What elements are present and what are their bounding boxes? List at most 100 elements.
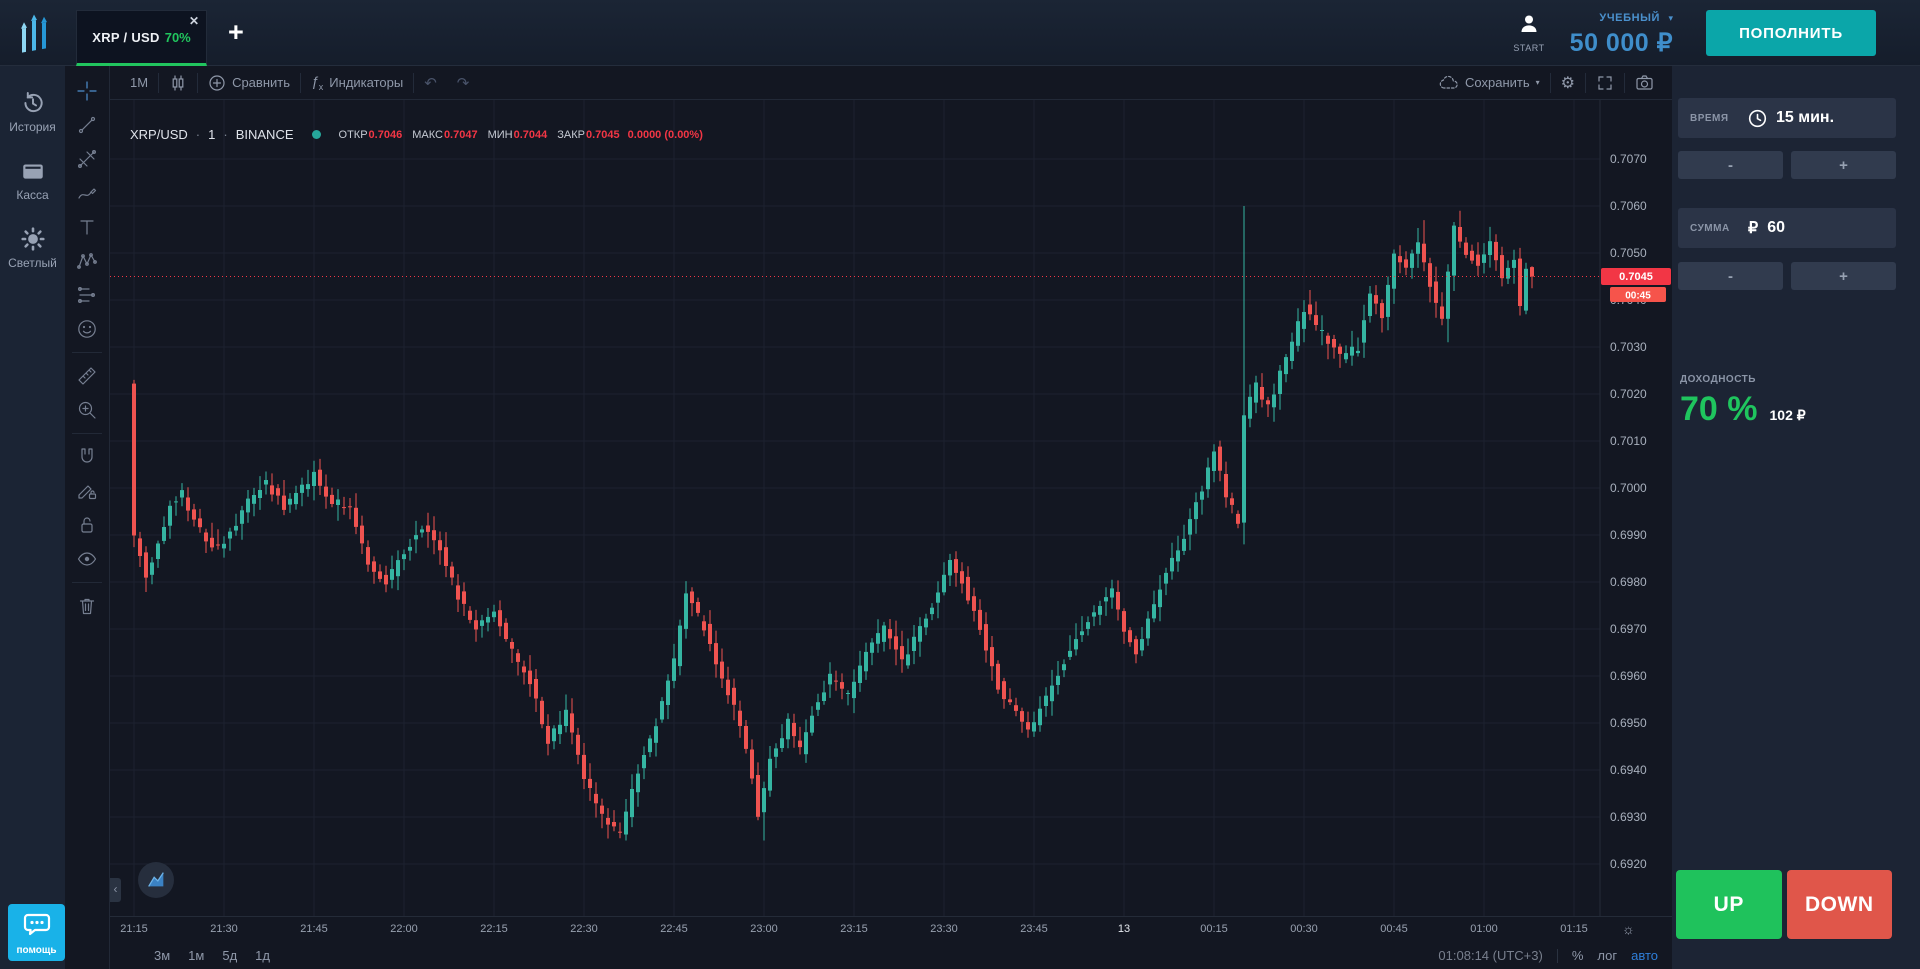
gann-lines-tool[interactable] <box>70 142 104 176</box>
range-5d[interactable]: 5д <box>222 948 238 963</box>
down-button[interactable]: DOWN <box>1786 870 1892 939</box>
gear-icon: ⚙ <box>1560 74 1575 92</box>
sidebar-item-theme[interactable]: Светлый <box>0 226 65 270</box>
hide-drawings-eye-tool[interactable] <box>70 542 104 576</box>
svg-text:0.6930: 0.6930 <box>1610 810 1647 824</box>
percent-scale-toggle[interactable]: % <box>1571 948 1584 963</box>
user-profile-button[interactable]: START <box>1506 12 1552 53</box>
save-layout-button[interactable]: Сохранить ▾ <box>1429 66 1550 100</box>
sidebar-item-cashier[interactable]: Касса <box>0 158 65 202</box>
clock-icon <box>1748 109 1767 127</box>
deposit-button[interactable]: ПОПОЛНИТЬ <box>1706 10 1876 56</box>
camera-icon <box>1636 75 1653 90</box>
left-sidebar: История Касса Светлый помощь <box>0 66 65 969</box>
lock-all-tool[interactable] <box>70 508 104 542</box>
time-axis-label: 22:00 <box>390 923 418 935</box>
time-axis-label: 00:45 <box>1380 923 1408 935</box>
emoji-tool[interactable] <box>70 312 104 346</box>
payout-percent: 70 % <box>1680 390 1758 428</box>
remove-drawings-trash-tool[interactable] <box>70 589 104 623</box>
drawing-mode-lock-tool[interactable] <box>70 474 104 508</box>
bottom-bar: 3м 1м 5д 1д 01:08:14 (UTC+3) % лог авто <box>110 942 1672 969</box>
help-button[interactable]: помощь <box>8 904 65 961</box>
clock-utc[interactable]: 01:08:14 (UTC+3) <box>1438 948 1543 963</box>
sidebar-item-history[interactable]: История <box>0 90 65 134</box>
chart-area: XRP/USD · 1 · BINANCE ОТКР0.7046 МАКС0.7… <box>110 100 1672 916</box>
time-axis-label: 22:45 <box>660 923 688 935</box>
account-type: УЧЕБНЫЙ <box>1599 12 1661 24</box>
amount-field[interactable]: СУММА ₽ 60 <box>1678 208 1896 248</box>
chart-style-button[interactable] <box>159 66 197 100</box>
session-settings-icon[interactable]: ☼ <box>1622 921 1635 937</box>
trade-buttons: UP DOWN <box>1676 870 1892 939</box>
xabcd-pattern-tool[interactable] <box>70 244 104 278</box>
redo-button[interactable]: ↷ <box>447 66 480 100</box>
svg-text:0.6990: 0.6990 <box>1610 528 1647 542</box>
range-3m[interactable]: 3м <box>154 948 171 963</box>
log-scale-toggle[interactable]: лог <box>1597 948 1618 963</box>
candlestick-chart[interactable]: 0.70700.70600.70500.70400.70300.70200.70… <box>110 100 1672 916</box>
chart-main: 1M Сравнить ƒx Инди <box>110 66 1672 969</box>
trend-line-tool[interactable] <box>70 108 104 142</box>
range-1m[interactable]: 1м <box>188 948 205 963</box>
drawing-toolbar <box>65 66 110 969</box>
time-axis-label: 13 <box>1117 923 1131 935</box>
undo-button[interactable]: ↶ <box>414 66 447 100</box>
chart-settings-button[interactable]: ⚙ <box>1551 66 1585 100</box>
amount-decrease-button[interactable]: - <box>1678 262 1783 290</box>
sidebar-item-label: Касса <box>16 188 49 202</box>
add-tab-button[interactable]: + <box>228 17 244 47</box>
text-tool[interactable] <box>70 210 104 244</box>
range-1d[interactable]: 1д <box>255 948 270 963</box>
legend-interval: 1 <box>208 127 216 142</box>
amount-field-label: СУММА <box>1690 222 1730 234</box>
up-button[interactable]: UP <box>1676 870 1782 939</box>
chart-legend: XRP/USD · 1 · BINANCE ОТКР0.7046 МАКС0.7… <box>130 127 703 142</box>
time-increase-button[interactable]: + <box>1791 151 1896 179</box>
magnet-tool[interactable] <box>70 440 104 474</box>
time-field[interactable]: ВРЕМЯ 15 мин. <box>1678 98 1896 138</box>
tab-xrp-usd[interactable]: XRP / USD 70% ✕ <box>76 10 207 66</box>
time-axis-label: 21:15 <box>120 923 148 935</box>
chat-bubble-icon <box>23 913 50 936</box>
auto-scale-toggle[interactable]: авто <box>1631 948 1658 963</box>
amount-field-value: 60 <box>1767 219 1785 236</box>
chevron-down-icon: ▾ <box>1535 78 1540 87</box>
sidebar-item-label: Светлый <box>8 256 57 270</box>
time-axis-label: 23:45 <box>1020 923 1048 935</box>
forecast-tool[interactable] <box>70 278 104 312</box>
toolbar-divider <box>72 582 102 583</box>
snapshot-button[interactable] <box>1625 66 1664 100</box>
app-logo-icon[interactable] <box>14 10 58 56</box>
compare-button[interactable]: Сравнить <box>198 66 300 100</box>
time-axis-label: 22:15 <box>480 923 508 935</box>
candles-icon <box>172 74 184 91</box>
indicators-label: Индикаторы <box>329 75 404 90</box>
amount-increase-button[interactable]: + <box>1791 262 1896 290</box>
chart-watermark-logo[interactable] <box>138 862 174 898</box>
toolbar-collapse-handle[interactable]: ‹ <box>110 878 121 902</box>
light-theme-sun-icon <box>20 227 45 251</box>
zoom-in-tool[interactable] <box>70 393 104 427</box>
chart-logo-icon <box>148 872 164 887</box>
crosshair-tool[interactable] <box>70 74 104 108</box>
interval-button[interactable]: 1M <box>120 66 158 100</box>
payout-amount: 102 ₽ <box>1769 407 1806 423</box>
brush-tool[interactable] <box>70 176 104 210</box>
measure-ruler-tool[interactable] <box>70 359 104 393</box>
svg-text:0.6940: 0.6940 <box>1610 763 1647 777</box>
indicators-button[interactable]: ƒx Индикаторы <box>301 66 413 100</box>
amount-steppers: - + <box>1678 262 1896 290</box>
time-axis[interactable]: ☼ 21:15 21:30 21:45 22:00 22:15 22:30 22:45 23:… <box>110 916 1672 942</box>
time-axis-label: 21:30 <box>210 923 238 935</box>
time-axis-label: 22:30 <box>570 923 598 935</box>
time-decrease-button[interactable]: - <box>1678 151 1783 179</box>
tab-payout: 70% <box>164 29 191 45</box>
tab-symbol: XRP / USD <box>92 29 160 45</box>
fullscreen-button[interactable] <box>1586 66 1624 100</box>
time-axis-label: 01:15 <box>1560 923 1588 935</box>
account-switcher[interactable]: УЧЕБНЫЙ ▾ 50 000 ₽ <box>1570 8 1673 58</box>
account-balance: 50 000 ₽ <box>1569 29 1673 57</box>
tab-close-icon[interactable]: ✕ <box>188 14 199 28</box>
